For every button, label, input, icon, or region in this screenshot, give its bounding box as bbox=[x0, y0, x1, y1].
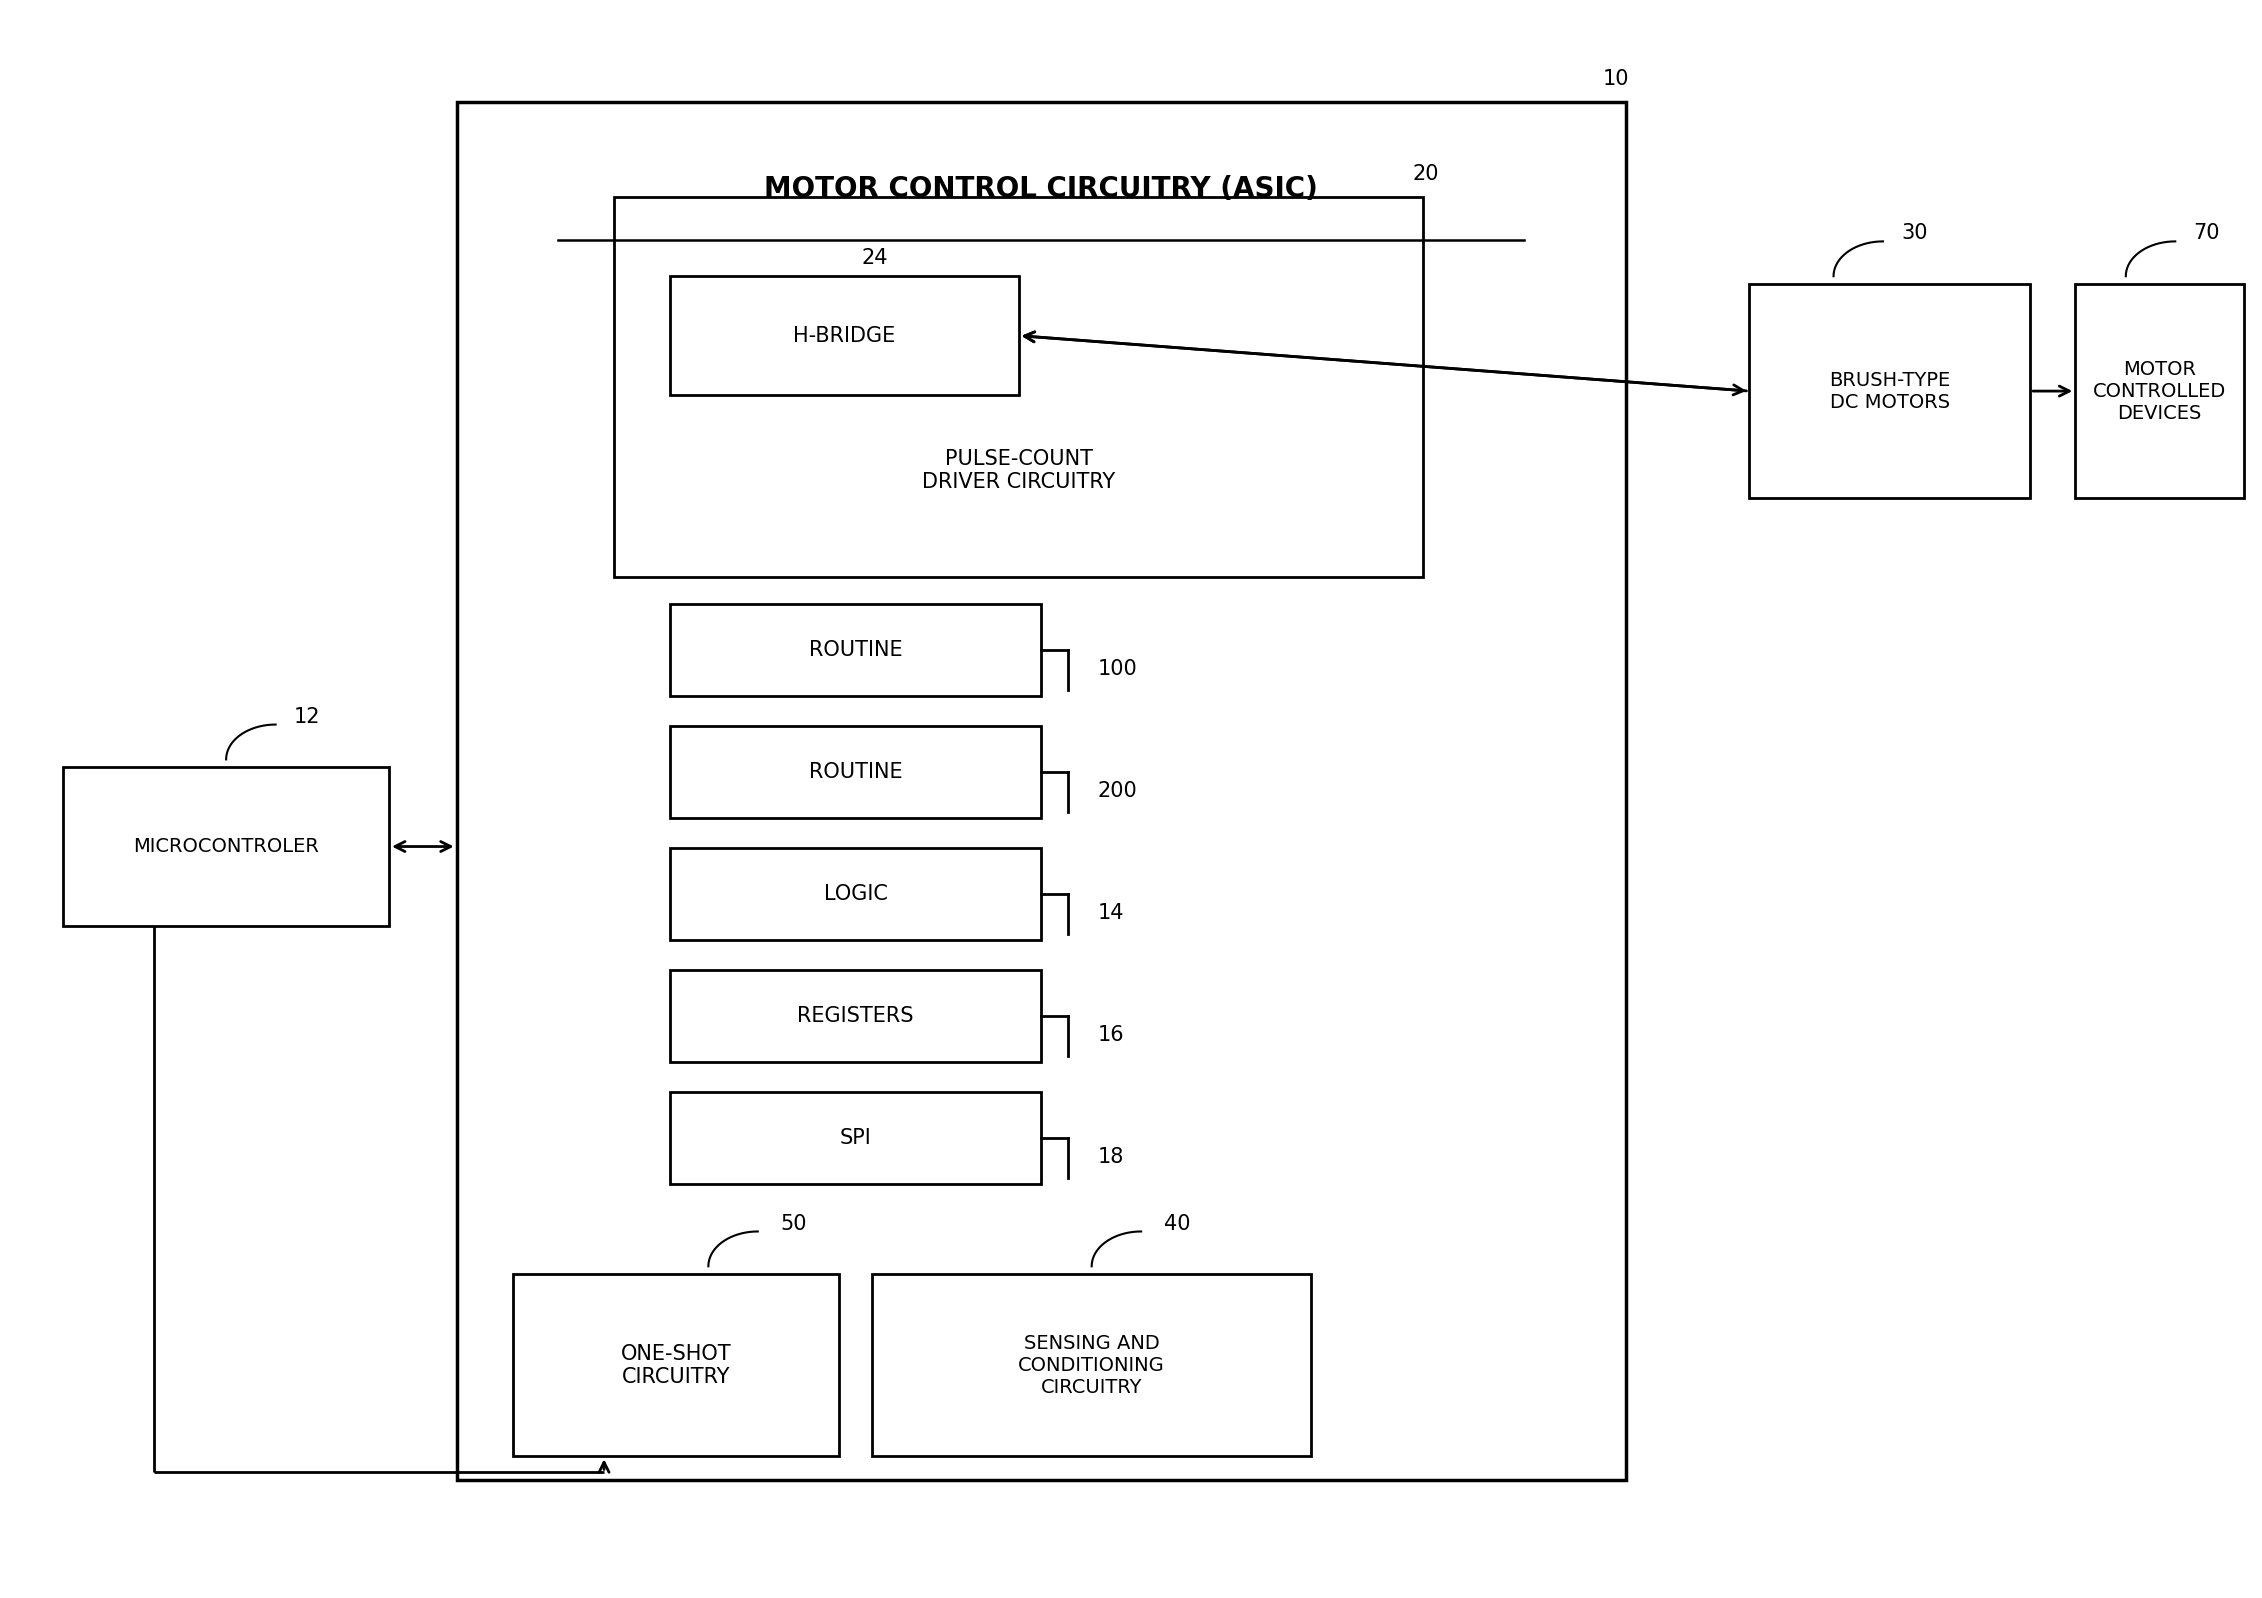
Text: BRUSH-TYPE
DC MOTORS: BRUSH-TYPE DC MOTORS bbox=[1830, 371, 1950, 412]
Text: REGISTERS: REGISTERS bbox=[798, 1007, 914, 1026]
Text: ONE-SHOT
CIRCUITRY: ONE-SHOT CIRCUITRY bbox=[620, 1344, 731, 1387]
Text: SPI: SPI bbox=[839, 1128, 871, 1147]
FancyBboxPatch shape bbox=[63, 767, 389, 925]
FancyBboxPatch shape bbox=[670, 604, 1041, 697]
Text: PULSE-COUNT
DRIVER CIRCUITRY: PULSE-COUNT DRIVER CIRCUITRY bbox=[923, 449, 1115, 492]
FancyBboxPatch shape bbox=[670, 1091, 1041, 1184]
FancyBboxPatch shape bbox=[670, 276, 1018, 395]
FancyBboxPatch shape bbox=[613, 197, 1423, 577]
Text: ROUTINE: ROUTINE bbox=[810, 762, 903, 781]
Text: 70: 70 bbox=[2194, 224, 2219, 243]
Text: 100: 100 bbox=[1097, 658, 1138, 679]
Text: 12: 12 bbox=[294, 706, 321, 727]
Text: 10: 10 bbox=[1604, 69, 1629, 89]
Text: 40: 40 bbox=[1163, 1213, 1190, 1234]
Text: ROUTINE: ROUTINE bbox=[810, 641, 903, 660]
Text: MOTOR CONTROL CIRCUITRY (ASIC): MOTOR CONTROL CIRCUITRY (ASIC) bbox=[765, 176, 1319, 203]
FancyBboxPatch shape bbox=[457, 102, 1626, 1480]
FancyBboxPatch shape bbox=[1749, 284, 2031, 499]
Text: 200: 200 bbox=[1097, 781, 1138, 801]
Text: MOTOR
CONTROLLED
DEVICES: MOTOR CONTROLLED DEVICES bbox=[2092, 360, 2226, 422]
FancyBboxPatch shape bbox=[670, 849, 1041, 940]
FancyBboxPatch shape bbox=[670, 970, 1041, 1063]
FancyBboxPatch shape bbox=[513, 1274, 839, 1456]
Text: H-BRIDGE: H-BRIDGE bbox=[794, 326, 896, 345]
Text: MICROCONTROLER: MICROCONTROLER bbox=[133, 837, 319, 857]
Text: 50: 50 bbox=[780, 1213, 808, 1234]
FancyBboxPatch shape bbox=[2074, 284, 2244, 499]
FancyBboxPatch shape bbox=[873, 1274, 1312, 1456]
Text: SENSING AND
CONDITIONING
CIRCUITRY: SENSING AND CONDITIONING CIRCUITRY bbox=[1018, 1334, 1165, 1397]
Text: 18: 18 bbox=[1097, 1147, 1124, 1167]
Text: 20: 20 bbox=[1411, 165, 1439, 184]
Text: LOGIC: LOGIC bbox=[823, 884, 887, 904]
Text: 16: 16 bbox=[1097, 1024, 1124, 1045]
Text: 24: 24 bbox=[862, 248, 889, 268]
Text: 30: 30 bbox=[1900, 224, 1927, 243]
FancyBboxPatch shape bbox=[670, 725, 1041, 818]
Text: 14: 14 bbox=[1097, 903, 1124, 924]
